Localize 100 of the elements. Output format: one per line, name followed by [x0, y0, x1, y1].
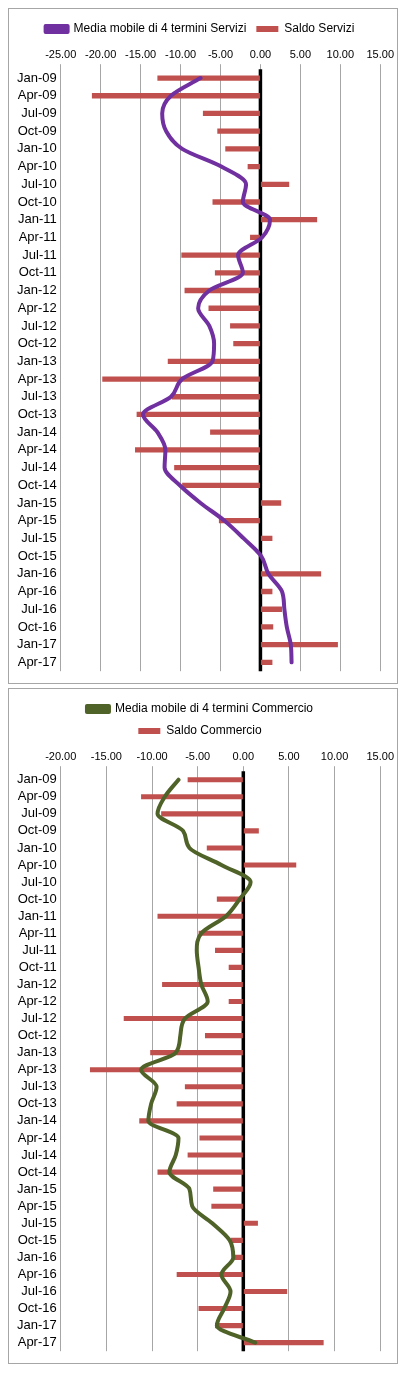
y-tick-label: Apr-12 — [17, 299, 57, 315]
y-tick-label: Jul-10 — [21, 175, 57, 191]
x-tick-label: 15.00 — [366, 749, 394, 762]
x-tick-label: 10.00 — [320, 749, 349, 762]
bar — [157, 1169, 243, 1175]
bar — [215, 947, 243, 953]
y-tick-label: Apr-17 — [17, 1334, 57, 1350]
bar — [206, 845, 243, 851]
y-tick-label: Oct-16 — [17, 618, 57, 634]
bar — [228, 964, 243, 970]
y-tick-label: Jan-12 — [17, 282, 57, 298]
bar — [212, 199, 260, 205]
y-tick-label: Oct-13 — [17, 406, 57, 422]
bar — [141, 794, 243, 800]
y-tick-label: Apr-15 — [17, 1197, 57, 1213]
y-tick-label: Jan-17 — [17, 636, 57, 652]
bar — [243, 828, 259, 834]
y-tick-label: Jan-12 — [17, 976, 57, 992]
y-tick-label: Oct-16 — [17, 1300, 57, 1316]
bar — [171, 394, 260, 400]
y-tick-label: Oct-10 — [17, 890, 57, 906]
y-tick-label: Apr-14 — [17, 1129, 57, 1145]
x-tick-label: -25.00 — [45, 47, 77, 60]
y-tick-label: Oct-11 — [18, 264, 57, 280]
x-tick-label: -10.00 — [136, 749, 168, 762]
y-tick-label: Jul-13 — [21, 1078, 57, 1094]
y-tick-label: Jan-11 — [17, 907, 57, 923]
y-tick-label: Jul-12 — [21, 1010, 57, 1026]
y-tick-label: Jan-13 — [17, 352, 57, 368]
bar — [260, 181, 290, 187]
x-tick-label: -20.00 — [45, 749, 77, 762]
x-tick-label: -15.00 — [125, 47, 157, 60]
bar — [102, 376, 260, 382]
bar — [260, 588, 273, 595]
y-tick-label: Jul-16 — [21, 600, 57, 616]
y-tick-label: Jan-17 — [17, 1317, 57, 1333]
x-tick-label: 5.00 — [289, 47, 312, 60]
bar — [150, 1050, 243, 1056]
legend-label: Saldo Servizi — [284, 21, 355, 36]
y-tick-label: Apr-16 — [17, 583, 57, 599]
y-tick-label: Jan-14 — [17, 1112, 57, 1128]
legend-label: Media mobile di 4 termini Commercio — [114, 701, 314, 716]
y-tick-label: Jul-12 — [21, 317, 57, 333]
bar — [162, 981, 243, 987]
y-tick-label: Apr-14 — [17, 441, 57, 457]
bar — [135, 447, 260, 453]
bar — [176, 1271, 243, 1277]
bar — [260, 535, 273, 542]
bar — [174, 464, 260, 471]
x-tick-label: -10.00 — [164, 47, 197, 60]
y-tick-label: Jul-10 — [21, 873, 57, 889]
x-tick-label: 15.00 — [366, 47, 394, 60]
bar — [184, 1084, 243, 1090]
bar — [210, 429, 260, 435]
y-tick-label: Jul-13 — [21, 388, 57, 404]
y-tick-label: Oct-09 — [17, 822, 57, 838]
y-tick-label: Jul-09 — [21, 805, 57, 821]
y-tick-label: Oct-14 — [17, 476, 57, 492]
legend-label: Media mobile di 4 termini Servizi — [73, 21, 247, 36]
y-tick-label: Apr-11 — [18, 228, 57, 244]
bar — [199, 1135, 243, 1141]
y-tick-label: Oct-13 — [17, 1095, 57, 1111]
x-tick-label: -20.00 — [85, 47, 117, 60]
bar — [211, 1203, 243, 1209]
bar — [228, 998, 243, 1005]
y-tick-label: Jan-13 — [17, 1044, 57, 1060]
bar — [230, 323, 260, 329]
y-tick-label: Jan-15 — [17, 1180, 57, 1196]
y-tick-label: Apr-15 — [17, 512, 57, 528]
bar — [204, 1033, 243, 1039]
y-tick-label: Oct-09 — [17, 122, 57, 138]
bar — [157, 75, 260, 81]
y-tick-label: Apr-13 — [17, 370, 57, 386]
y-tick-label: Apr-10 — [17, 158, 57, 174]
bar — [243, 1288, 288, 1295]
y-tick-label: Apr-11 — [18, 924, 57, 940]
y-tick-label: Jul-14 — [21, 459, 57, 475]
bar — [187, 777, 243, 783]
y-tick-label: Jan-09 — [17, 69, 57, 85]
y-tick-label: Jul-11 — [22, 941, 57, 957]
y-tick-label: Jan-14 — [17, 423, 57, 439]
y-tick-label: Jan-11 — [17, 211, 57, 227]
x-tick-label: 10.00 — [326, 47, 355, 60]
y-tick-label: Jul-09 — [21, 105, 57, 121]
bar — [208, 305, 260, 311]
y-tick-label: Apr-10 — [17, 856, 57, 872]
bar — [243, 862, 297, 868]
bar — [176, 1101, 243, 1107]
y-tick-label: Apr-12 — [17, 993, 57, 1009]
bar — [233, 340, 260, 347]
y-tick-label: Jan-16 — [17, 1248, 57, 1264]
y-tick-label: Oct-14 — [17, 1163, 57, 1179]
bar — [260, 624, 274, 630]
bar — [181, 252, 260, 258]
y-tick-label: Oct-11 — [18, 958, 57, 974]
bar — [187, 1152, 243, 1158]
bar — [139, 1118, 243, 1124]
bar — [217, 128, 260, 134]
y-tick-label: Apr-09 — [17, 87, 57, 103]
y-tick-label: Jul-11 — [22, 246, 57, 262]
